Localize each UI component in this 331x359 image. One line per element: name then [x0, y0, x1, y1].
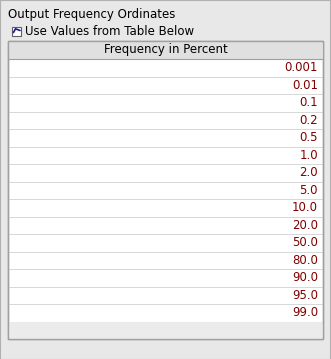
Text: 80.0: 80.0 — [292, 254, 318, 267]
Bar — [9, 322, 322, 338]
Text: 1.0: 1.0 — [299, 149, 318, 162]
Bar — [8, 41, 323, 339]
Text: 0.2: 0.2 — [299, 114, 318, 127]
Text: 0.5: 0.5 — [300, 131, 318, 144]
Text: Output Frequency Ordinates: Output Frequency Ordinates — [8, 8, 175, 21]
Text: 5.0: 5.0 — [300, 184, 318, 197]
Text: 0.01: 0.01 — [292, 79, 318, 92]
Bar — [12, 27, 21, 36]
Text: 95.0: 95.0 — [292, 289, 318, 302]
Text: Frequency in Percent: Frequency in Percent — [104, 43, 227, 56]
Text: 20.0: 20.0 — [292, 219, 318, 232]
Bar — [8, 41, 323, 339]
Text: 90.0: 90.0 — [292, 271, 318, 284]
Bar — [9, 42, 322, 59]
Text: 10.0: 10.0 — [292, 201, 318, 214]
Text: Use Values from Table Below: Use Values from Table Below — [25, 25, 194, 38]
Text: 2.0: 2.0 — [299, 166, 318, 179]
Text: 0.1: 0.1 — [299, 96, 318, 109]
Text: 0.001: 0.001 — [285, 61, 318, 74]
Text: 99.0: 99.0 — [292, 306, 318, 319]
Text: 50.0: 50.0 — [292, 236, 318, 249]
